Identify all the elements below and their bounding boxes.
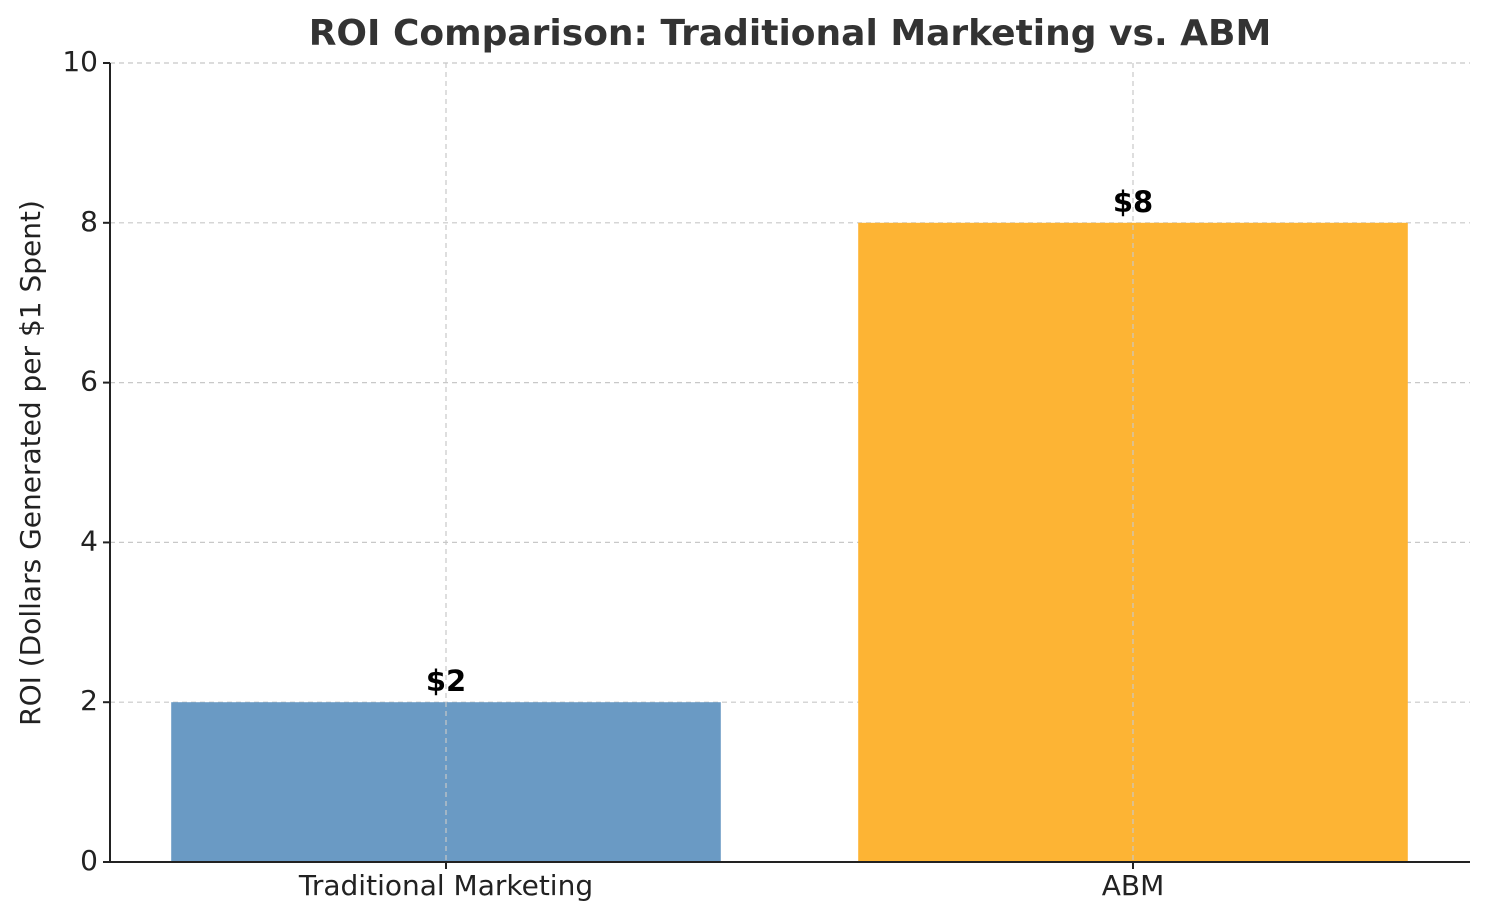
y-tick-label: 6 [80, 365, 98, 398]
x-tick-label: Traditional Marketing [298, 869, 593, 902]
value-label: $2 [426, 664, 466, 698]
chart-title: ROI Comparison: Traditional Marketing vs… [309, 13, 1272, 54]
y-axis-label: ROI (Dollars Generated per $1 Spent) [14, 200, 47, 726]
y-tick-label: 4 [80, 524, 98, 557]
y-tick-label: 8 [80, 205, 98, 238]
x-tick-label: ABM [1102, 869, 1165, 902]
bar [171, 702, 721, 862]
y-tick-label: 0 [80, 844, 98, 877]
value-label: $8 [1113, 185, 1153, 219]
y-tick-label: 2 [80, 684, 98, 717]
y-tick-label: 10 [62, 45, 98, 78]
